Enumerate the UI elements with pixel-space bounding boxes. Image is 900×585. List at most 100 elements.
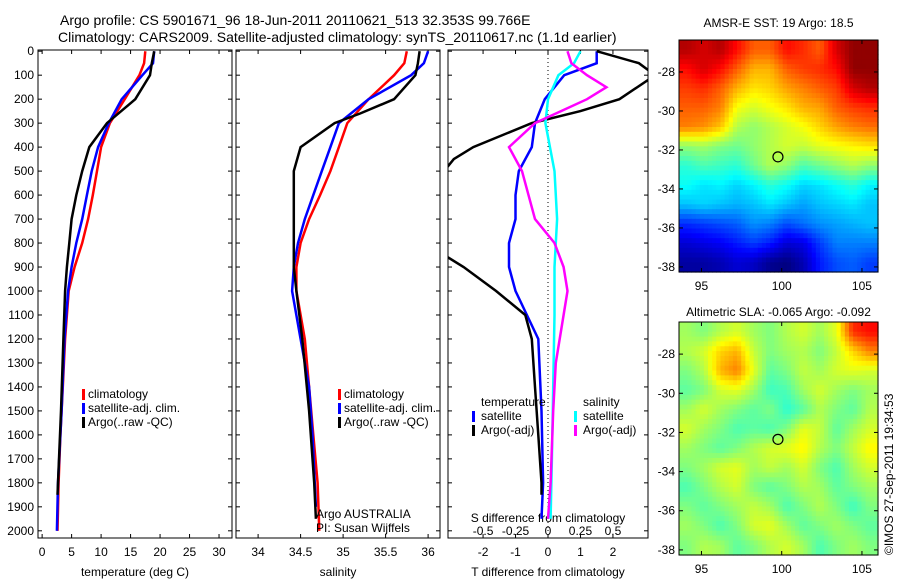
heatmap-cell (844, 131, 850, 138)
heatmap-cell (712, 355, 717, 362)
heatmap-cell (728, 141, 734, 147)
heatmap-cell (811, 375, 817, 381)
heatmap-cell (757, 355, 763, 362)
heatmap-cell (873, 88, 879, 94)
heatmap-cell (811, 204, 817, 210)
heatmap-cell (703, 365, 709, 372)
heatmap-cell (712, 64, 717, 70)
heatmap-cell (861, 414, 867, 420)
heatmap-cell (786, 525, 792, 532)
heatmap-cell (873, 247, 879, 254)
heatmap-cell (803, 404, 809, 410)
heatmap-cell (699, 170, 705, 176)
heatmap-cell (824, 54, 829, 60)
heatmap-cell (824, 136, 829, 143)
heatmap-cell (741, 540, 746, 546)
heatmap-cell (807, 73, 813, 80)
heatmap-cell (774, 326, 780, 333)
heatmap-cell (753, 131, 759, 138)
heatmap-cell (683, 360, 688, 367)
heatmap-cell (724, 487, 730, 493)
heatmap-cell (716, 146, 722, 152)
heatmap-cell (683, 428, 688, 435)
heatmap-cell (815, 511, 821, 517)
heatmap-cell (869, 326, 875, 333)
heatmap-cell (865, 141, 871, 147)
heatmap-cell (803, 233, 809, 239)
heatmap-cell (708, 218, 713, 225)
heatmap-cell (853, 64, 858, 70)
heatmap-cell (861, 54, 867, 60)
heatmap-cell (720, 199, 726, 205)
heatmap-cell (853, 496, 858, 503)
heatmap-cell (869, 156, 875, 162)
heatmap-cell (753, 467, 759, 474)
heatmap-cell (691, 428, 697, 435)
heatmap-cell (865, 370, 871, 376)
heatmap-cell (699, 199, 705, 205)
heatmap-cell (699, 550, 705, 556)
heatmap-cell (811, 180, 817, 186)
heatmap-cell (703, 73, 709, 80)
heatmap-cell (782, 355, 788, 362)
heatmap-cell (873, 243, 879, 249)
heatmap-cell (699, 127, 705, 133)
heatmap-cell (824, 385, 829, 391)
heatmap-cell (766, 165, 771, 172)
heatmap-cell (774, 457, 780, 464)
heatmap-cell (683, 170, 688, 176)
heatmap-cell (869, 506, 875, 512)
heatmap-cell (691, 453, 697, 459)
heatmap-cell (848, 322, 854, 328)
heatmap-cell (761, 380, 767, 386)
heatmap-cell (853, 370, 858, 376)
heatmap-cell (695, 98, 701, 104)
heatmap-cell (728, 83, 734, 89)
heatmap-cell (799, 389, 804, 396)
heatmap-cell (708, 346, 713, 352)
heatmap-cell (753, 185, 759, 191)
heatmap-cell (687, 117, 693, 123)
heatmap-cell (828, 170, 833, 176)
heatmap-cell (683, 73, 688, 80)
heatmap-cell (861, 69, 867, 75)
heatmap-cell (761, 385, 767, 391)
heatmap-cell (732, 521, 738, 527)
heatmap-cell (840, 341, 846, 347)
heatmap-cell (873, 428, 879, 435)
heatmap-cell (844, 59, 850, 65)
heatmap-cell (703, 93, 709, 99)
heatmap-cell (824, 209, 829, 215)
heatmap-cell (741, 93, 746, 99)
heatmap-cell (873, 136, 879, 143)
heatmap-cell (774, 228, 780, 234)
heatmap-cell (778, 88, 784, 94)
heatmap-cell (703, 160, 709, 167)
heatmap-cell (807, 170, 813, 176)
heatmap-cell (853, 380, 858, 386)
heatmap-cell (728, 223, 734, 230)
heatmap-cell (807, 443, 813, 449)
heatmap-cell (712, 423, 717, 430)
heatmap-cell (840, 457, 846, 464)
heatmap-cell (774, 122, 780, 128)
heatmap-cell (844, 112, 850, 118)
heatmap-cell (824, 141, 829, 147)
heatmap-cell (761, 247, 767, 254)
heatmap-cell (708, 370, 713, 376)
heatmap-cell (749, 365, 755, 372)
heatmap-cell (832, 482, 838, 488)
heatmap-cell (712, 136, 717, 143)
heatmap-cell (848, 331, 854, 338)
heatmap-cell (853, 243, 858, 249)
heatmap-cell (832, 218, 838, 225)
heatmap-cell (815, 262, 821, 268)
heatmap-cell (757, 409, 763, 415)
heatmap-cell (716, 394, 722, 401)
heatmap-cell (861, 385, 867, 391)
heatmap-cell (786, 180, 792, 186)
heatmap-cell (807, 535, 813, 542)
y-tick-label: -38 (658, 260, 676, 274)
heatmap-cell (770, 127, 775, 133)
heatmap-cell (865, 122, 871, 128)
